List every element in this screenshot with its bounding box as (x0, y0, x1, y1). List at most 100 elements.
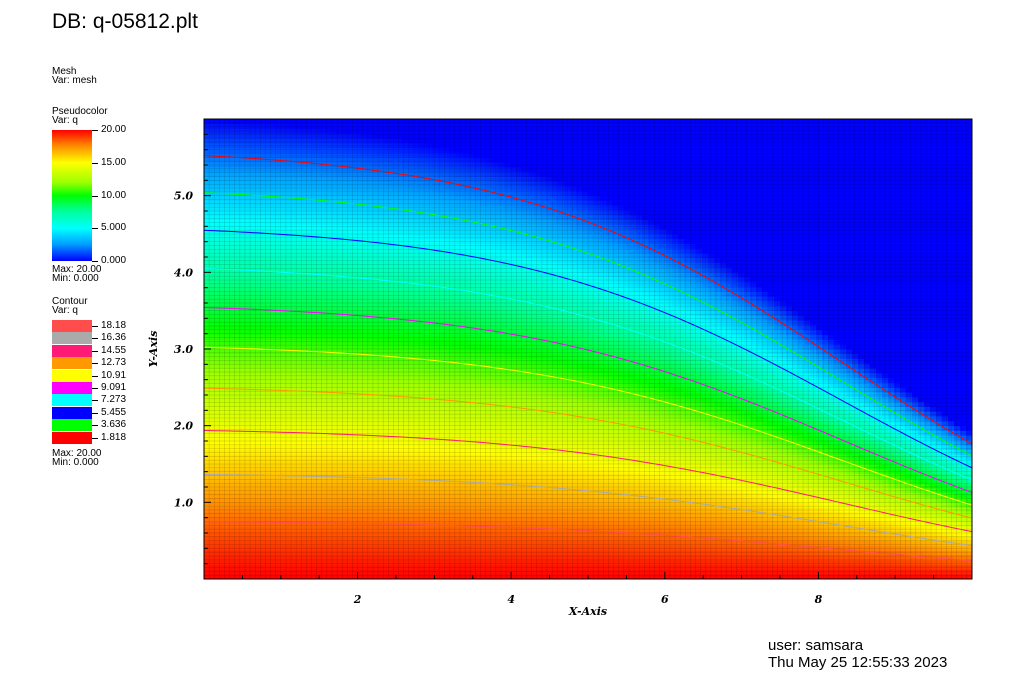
heatmap-cell (306, 353, 313, 359)
heatmap-cell (324, 574, 331, 580)
heatmap-cell (342, 243, 349, 249)
heatmap-cell (318, 521, 325, 527)
heatmap-cell (246, 147, 253, 153)
heatmap-cell (306, 478, 313, 484)
heatmap-cell (252, 334, 259, 340)
heatmap-cell (306, 435, 313, 441)
heatmap-cell (228, 286, 235, 292)
heatmap-cell (336, 516, 343, 522)
heatmap-cell (396, 334, 403, 340)
heatmap-cell (402, 253, 409, 259)
heatmap-cell (306, 219, 313, 225)
heatmap-cell (408, 358, 415, 364)
heatmap-cell (408, 315, 415, 321)
heatmap-cell (360, 296, 367, 302)
heatmap-cell (480, 267, 487, 273)
heatmap-cell (288, 253, 295, 259)
heatmap-cell (372, 152, 379, 158)
heatmap-cell (348, 507, 355, 513)
heatmap-cell (426, 511, 433, 518)
heatmap-cell (396, 123, 403, 129)
heatmap-cell (438, 531, 445, 537)
contour-swatch-tick (92, 425, 98, 427)
heatmap-cell (300, 440, 307, 446)
heatmap-cell (270, 454, 277, 460)
heatmap-cell (498, 238, 505, 244)
heatmap-cell (438, 540, 445, 546)
heatmap-cell (432, 152, 439, 158)
heatmap-cell (456, 123, 463, 129)
heatmap-cell (360, 157, 367, 163)
heatmap-cell (426, 497, 433, 503)
heatmap-cell (324, 176, 331, 182)
heatmap-cell (450, 368, 457, 374)
heatmap-cell (444, 406, 451, 412)
heatmap-cell (234, 502, 241, 508)
contour-max: Max: 20.00 (52, 448, 102, 459)
heatmap-cell (438, 224, 445, 230)
heatmap-cell (300, 349, 307, 355)
heatmap-cell (216, 454, 223, 460)
heatmap-cell (372, 435, 379, 441)
heatmap-cell (288, 229, 295, 235)
heatmap-cell (282, 459, 289, 465)
heatmap-cell (462, 166, 469, 173)
heatmap-cell (492, 449, 499, 455)
heatmap-cell (486, 478, 493, 484)
heatmap-cell (438, 483, 445, 489)
heatmap-cell (444, 550, 451, 556)
heatmap-cell (264, 444, 271, 451)
heatmap-cell (396, 358, 403, 364)
heatmap-cell (276, 444, 283, 451)
heatmap-cell (360, 339, 367, 345)
heatmap-cell (402, 401, 409, 407)
heatmap-cell (426, 349, 433, 355)
heatmap-cell (204, 372, 211, 379)
heatmap-cell (348, 305, 355, 312)
heatmap-cell (372, 416, 379, 422)
heatmap-cell (360, 550, 367, 556)
heatmap-cell (312, 487, 319, 494)
heatmap-cell (354, 195, 361, 201)
heatmap-cell (300, 492, 307, 498)
heatmap-cell (462, 545, 469, 551)
heatmap-cell (384, 372, 391, 379)
heatmap-cell (204, 435, 211, 441)
heatmap-cell (222, 243, 229, 249)
heatmap-cell (240, 248, 247, 254)
heatmap-cell (486, 430, 493, 436)
heatmap-cell (408, 344, 415, 350)
heatmap-cell (468, 569, 475, 575)
heatmap-cell (330, 334, 337, 340)
heatmap-cell (210, 555, 217, 561)
heatmap-cell (432, 142, 439, 149)
pseudocolor-tick-label: 0.000 (101, 255, 127, 266)
heatmap-cell (390, 430, 397, 436)
heatmap-cell (348, 219, 355, 225)
heatmap-cell (498, 224, 505, 230)
heatmap-cell (474, 377, 481, 383)
heatmap-cell (276, 123, 283, 129)
heatmap-cell (480, 449, 487, 455)
heatmap-cell (216, 430, 223, 436)
heatmap-cell (474, 291, 481, 297)
heatmap-cell (324, 238, 331, 244)
heatmap-cell (300, 540, 307, 546)
heatmap-cell (504, 219, 511, 225)
heatmap-cell (510, 435, 517, 441)
heatmap-cell (318, 372, 325, 379)
heatmap-cell (210, 497, 217, 503)
heatmap-cell (456, 416, 463, 422)
heatmap-cell (510, 401, 517, 407)
heatmap-cell (336, 440, 343, 446)
heatmap-cell (414, 464, 421, 470)
heatmap-cell (444, 444, 451, 451)
heatmap-cell (348, 277, 355, 283)
heatmap-cell (444, 195, 451, 201)
heatmap-cell (402, 210, 409, 216)
heatmap-cell (282, 444, 289, 451)
heatmap-cell (504, 507, 511, 513)
heatmap-cell (342, 483, 349, 489)
heatmap-cell (228, 377, 235, 383)
heatmap-cell (270, 291, 277, 297)
